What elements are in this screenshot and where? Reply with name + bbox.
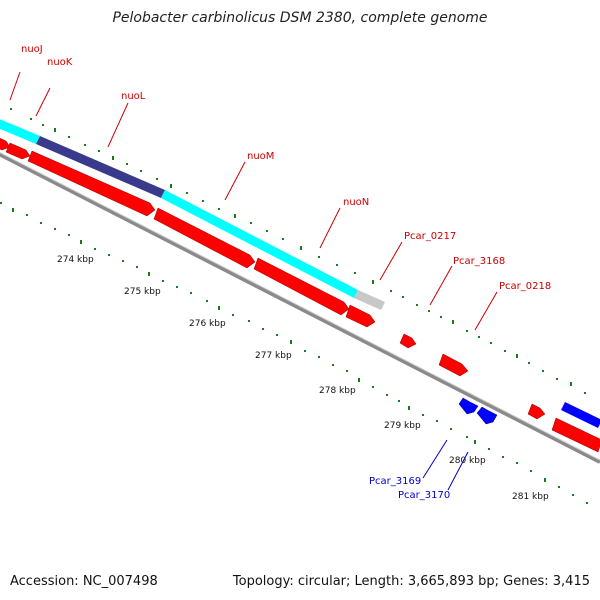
gene-label-pcar-0218: Pcar_0218 — [499, 281, 551, 292]
inner-tick-track — [0, 202, 588, 504]
cds-reverse-track — [458, 397, 498, 425]
gene-label-pcar-3170: Pcar_3170 — [398, 490, 450, 501]
gene-label-pcar-3169: Pcar_3169 — [369, 476, 421, 487]
accession-label: Accession: NC_007498 — [10, 574, 158, 589]
kbp-label: 274 kbp — [57, 255, 94, 265]
leader-line — [379, 241, 403, 281]
cds-forward-track — [0, 137, 600, 453]
cog-segment — [36, 136, 165, 198]
leader-line — [422, 439, 448, 479]
leader-line — [224, 161, 246, 201]
leader-line — [107, 102, 129, 148]
gene-label-nuoM: nuoM — [247, 151, 274, 162]
cog-segment — [561, 402, 600, 428]
leader-line — [447, 451, 469, 491]
genome-stats-label: Topology: circular; Length: 3,665,893 bp… — [232, 574, 590, 589]
outer-tick-track — [10, 108, 586, 394]
kbp-label: 278 kbp — [319, 386, 356, 396]
cds-arrow — [27, 150, 156, 217]
gene-label-nuoN: nuoN — [343, 197, 369, 208]
cog-segment — [354, 290, 385, 310]
cds-arrow — [253, 257, 350, 316]
cds-arrow — [0, 137, 11, 151]
kbp-labels: 274 kbp 275 kbp 276 kbp 277 kbp 278 kbp … — [57, 255, 549, 502]
gene-labels: nuoJ nuoK nuoL nuoM nuoN Pcar_0217 Pcar_… — [21, 44, 551, 501]
gene-label-pcar-0217: Pcar_0217 — [404, 231, 456, 242]
map-title: Pelobacter carbinolicus DSM 2380, comple… — [112, 10, 488, 26]
kbp-label: 281 kbp — [512, 492, 549, 502]
leader-line — [474, 291, 498, 331]
cds-arrow — [5, 142, 31, 160]
cds-arrow — [551, 417, 600, 453]
cds-arrow — [527, 403, 546, 420]
leader-line — [429, 265, 453, 306]
kbp-label: 279 kbp — [384, 421, 421, 431]
cds-arrow — [345, 304, 376, 328]
genome-backbone — [0, 152, 600, 464]
cds-arrow — [438, 353, 469, 377]
cds-arrow — [476, 406, 498, 425]
cds-arrow — [399, 333, 417, 349]
cds-arrow — [153, 207, 256, 269]
cog-segment — [161, 190, 358, 298]
gene-label-pcar-3168: Pcar_3168 — [453, 256, 505, 267]
leader-line — [35, 87, 51, 117]
kbp-label: 277 kbp — [255, 351, 292, 361]
cog-segment — [0, 119, 40, 144]
leader-line — [9, 71, 21, 101]
cog-track — [0, 119, 600, 428]
kbp-label: 280 kbp — [449, 456, 486, 466]
leader-line — [319, 207, 341, 249]
kbp-label: 275 kbp — [124, 287, 161, 297]
gene-leader-lines — [9, 71, 498, 491]
kbp-label: 276 kbp — [189, 319, 226, 329]
cds-arrow — [458, 397, 479, 415]
gene-label-nuoL: nuoL — [121, 91, 146, 102]
gene-label-nuoJ: nuoJ — [21, 44, 43, 55]
gene-label-nuoK: nuoK — [47, 57, 73, 68]
